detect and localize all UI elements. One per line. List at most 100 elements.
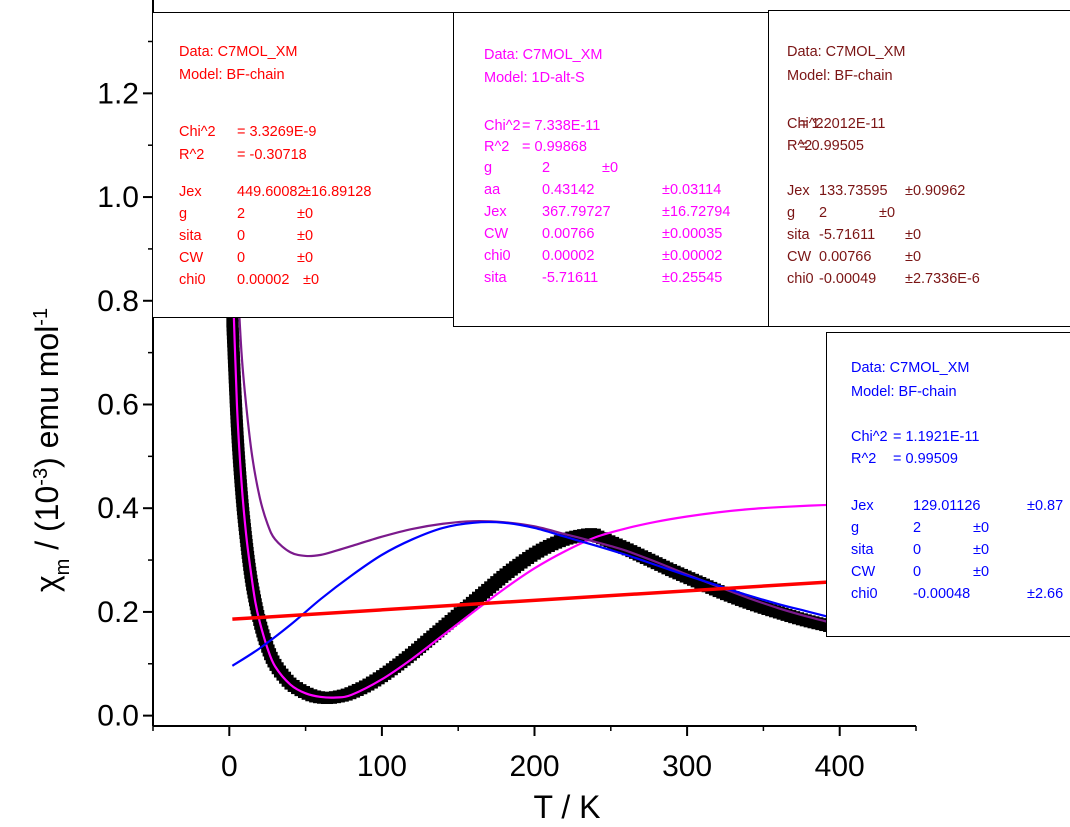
- fit-param-value: 449.60082: [237, 184, 306, 200]
- fit-param-value: -5.71611: [542, 270, 599, 286]
- fit-param-value: 2: [913, 520, 922, 536]
- x-tick-label: 0: [221, 750, 238, 783]
- y-tick-label: 1.2: [97, 77, 139, 110]
- fit-param-error: ±0: [602, 160, 619, 176]
- fit-stat-name: R^2: [787, 138, 813, 154]
- fit-box-darkred: Data: C7MOL_XM Model: BF-chain Chi^2 = 1.20…: [768, 10, 1070, 327]
- fit-param-value: 367.79727: [542, 204, 611, 220]
- fit-param-name: CW: [179, 250, 204, 266]
- fit-param-error: ±0.03114: [662, 182, 722, 198]
- fit-stat-name: Chi^2: [179, 124, 216, 140]
- fit-param-error: ±0: [973, 564, 990, 580]
- fit-param-error: ±16.72794: [662, 204, 731, 220]
- y-title-chi: χ: [29, 575, 65, 592]
- x-tick-label: 200: [509, 750, 559, 783]
- fit-model-label: Model: BF-chain: [179, 67, 285, 83]
- y-title-sup-exp: -3: [30, 468, 52, 486]
- fit-param-error: ±0.87: [1027, 498, 1064, 514]
- fit-param-error: ±0: [297, 228, 314, 244]
- y-title-sub-m: m: [52, 559, 74, 576]
- fit-param-error: ±0.00002: [662, 248, 723, 264]
- fit-stat-value: = 0.99509: [893, 451, 958, 467]
- fit-param-value: 0.00766: [542, 226, 595, 242]
- fit-param-error: ±0: [297, 206, 314, 222]
- fit-param-error: ±0: [303, 272, 320, 288]
- fit-param-name: g: [851, 520, 860, 536]
- y-tick-label: 1.0: [97, 181, 139, 214]
- fit-param-value: 0.00002: [542, 248, 595, 264]
- fit-model-label: Model: 1D-alt-S: [484, 70, 585, 86]
- fit-param-name: aa: [484, 182, 501, 198]
- fit-param-name: Jex: [484, 204, 507, 220]
- fit-data-label: Data: C7MOL_XM: [851, 360, 970, 376]
- x-tick-label: 400: [815, 750, 865, 783]
- fit-model-label: Model: BF-chain: [851, 384, 957, 400]
- x-tick-label: 100: [357, 750, 407, 783]
- y-tick-label: 0.6: [97, 388, 139, 421]
- fit-param-name: Jex: [787, 183, 810, 199]
- series-line-3: [231, 520, 840, 667]
- fit-param-error: ±0: [905, 249, 922, 265]
- fit-param-name: g: [484, 160, 493, 176]
- series-line-1: [231, 269, 840, 699]
- fit-stat-value: = 0.99868: [522, 139, 587, 155]
- fit-param-value: -5.71611: [819, 227, 876, 243]
- fit-param-name: CW: [787, 249, 812, 265]
- fit-param-error: ±16.89128: [303, 184, 372, 200]
- fit-param-value: 0: [913, 542, 922, 558]
- fit-param-value: -0.00048: [913, 586, 971, 602]
- fit-param-value: 129.01126: [913, 498, 981, 514]
- y-title-mid: / (10: [29, 486, 65, 559]
- fit-stat-value: = 0.99505: [799, 138, 864, 154]
- fit-stat-value: = 1.1921E-11: [893, 429, 980, 445]
- fit-param-name: sita: [851, 542, 874, 558]
- fit-box-blue: Data: C7MOL_XM Model: BF-chain Chi^2 = 1.19…: [826, 332, 1070, 637]
- fit-data-label: Data: C7MOL_XM: [179, 44, 298, 60]
- fit-param-name: CW: [484, 226, 509, 242]
- fit-param-value: 0: [237, 250, 246, 266]
- fit-param-error: ±0: [973, 520, 990, 536]
- fit-param-value: 0: [237, 228, 246, 244]
- fit-param-error: ±0.90962: [905, 183, 966, 199]
- fit-stat-name: R^2: [851, 451, 877, 467]
- fit-param-error: ±2.7336E-6: [905, 271, 980, 287]
- series-layer: [226, 269, 843, 705]
- fit-param-value: 0.43142: [542, 182, 595, 198]
- x-axis-title: T / K: [534, 789, 601, 825]
- y-axis-title: χm / (10-3) emu mol-1: [29, 308, 74, 592]
- y-title-unit: ) emu mol: [29, 326, 65, 468]
- fit-box-red: Data: C7MOL_XM Model: BF-chain Chi^2 = 3.32…: [152, 12, 454, 318]
- fit-param-error: ±0: [905, 227, 922, 243]
- fit-param-error: ±0.00035: [662, 226, 723, 242]
- fit-param-value: -0.00049: [819, 271, 877, 287]
- fit-param-name: g: [179, 206, 188, 222]
- series-line-4: [232, 579, 840, 621]
- y-tick-label: 0.8: [97, 285, 139, 318]
- fit-data-label: Data: C7MOL_XM: [484, 47, 603, 63]
- fit-data-label: Data: C7MOL_XM: [787, 44, 906, 60]
- fit-param-error: ±0: [973, 542, 990, 558]
- y-title-sup-unit: -1: [30, 308, 52, 326]
- fit-param-name: Jex: [851, 498, 874, 514]
- fit-param-value: 2: [819, 205, 828, 221]
- fit-param-value: 0.00766: [819, 249, 872, 265]
- y-tick-label: 0.0: [97, 700, 139, 733]
- fit-stat-value: = 1.2012E-11: [799, 116, 886, 132]
- fit-stat-name: R^2: [484, 139, 510, 155]
- fit-param-value: 2: [237, 206, 246, 222]
- fit-param-value: 0: [913, 564, 922, 580]
- y-tick-label: 0.2: [97, 596, 139, 629]
- fit-param-name: Jex: [179, 184, 202, 200]
- fit-param-value: 133.73595: [819, 183, 888, 199]
- fit-param-name: CW: [851, 564, 876, 580]
- fit-param-name: chi0: [851, 586, 878, 602]
- fit-stat-name: Chi^2: [484, 118, 521, 134]
- fit-stat-value: = 7.338E-11: [522, 118, 601, 134]
- fit-param-name: chi0: [484, 248, 511, 264]
- fit-stat-name: R^2: [179, 147, 205, 163]
- fit-stat-name: Chi^2: [787, 116, 824, 132]
- fit-param-name: sita: [179, 228, 202, 244]
- y-tick-label: 0.4: [97, 492, 139, 525]
